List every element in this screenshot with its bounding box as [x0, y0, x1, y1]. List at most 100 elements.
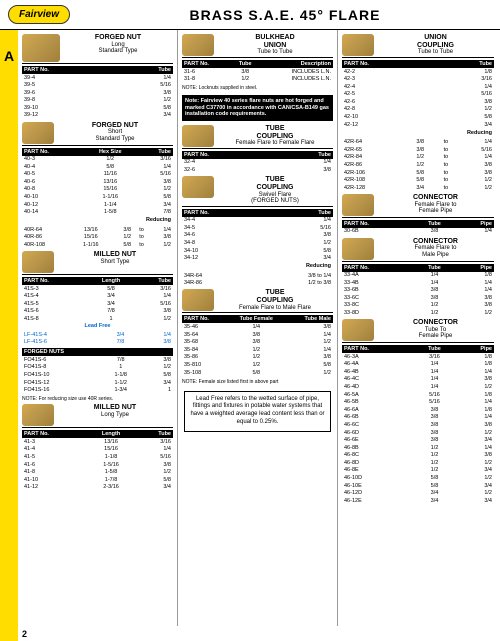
table-row: 46-6D3/81/2 — [342, 429, 494, 437]
table-42r: 42R-643/8to1/442R-653/8to5/1642R-841/2to… — [342, 139, 494, 192]
product-image — [22, 34, 60, 62]
table-row: 46-6C3/83/8 — [342, 421, 494, 429]
table-row: 42-81/2 — [342, 106, 494, 114]
product-image — [342, 194, 374, 216]
section-sub: COUPLING — [217, 297, 333, 305]
table-42: PART No.Tube 42-21/842-33/1642-41/442-55… — [342, 60, 494, 129]
section-42-head: UNION COUPLING Tube to Tube — [342, 34, 494, 58]
table-row: 40-101-1/165/8 — [22, 194, 173, 202]
section-33-head: CONNECTOR Female Flare to Male Pipe — [342, 238, 494, 262]
table-row: 34-55/16 — [182, 224, 333, 232]
table-row: 42R-1085/8to1/2 — [342, 177, 494, 185]
note-hotforged: Note: Fairview 40 series flare nuts are … — [182, 95, 333, 121]
table-row: 34-81/2 — [182, 240, 333, 248]
column-2: BULKHEAD UNION Tube to Tube PART No.Tube… — [178, 30, 338, 626]
index-sidebar: A — [0, 30, 18, 641]
table-40r: 40R-6413/163/8to1/440R-8615/161/2to3/840… — [22, 226, 173, 249]
section-title: CONNECTOR — [377, 319, 494, 327]
product-image — [182, 176, 214, 198]
table-41s: PART No.LengthTube 41S-35/83/1641S-43/41… — [22, 277, 173, 323]
table-row: 46-12D3/41/2 — [342, 490, 494, 498]
product-image — [182, 289, 214, 311]
table-row: 42-105/8 — [342, 114, 494, 122]
table-row: 35-683/81/2 — [182, 339, 333, 347]
section-title: FORGED NUT — [57, 122, 173, 130]
section-sub: Short — [57, 129, 173, 136]
table-row: 42R-643/8to1/4 — [342, 139, 494, 147]
section-sub: Standard Type — [63, 48, 173, 55]
table-row: 40-815/161/2 — [22, 186, 173, 194]
note-female-first: NOTE: Female size listed first in above … — [182, 379, 333, 385]
table-row: 46-6E3/83/4 — [342, 437, 494, 445]
section-30-head: CONNECTOR Female Flare to Female Pipe — [342, 194, 494, 218]
table-row: 42R-1283/4to1/2 — [342, 184, 494, 192]
table-row: 42R-861/2to3/8 — [342, 162, 494, 170]
table-row: 42-63/8 — [342, 98, 494, 106]
table-row: 46-4D1/41/2 — [342, 383, 494, 391]
table-row: 46-8C1/23/8 — [342, 452, 494, 460]
table-row: 42-41/4 — [342, 83, 494, 91]
table-row: FO41S-67/83/8 — [22, 356, 173, 364]
section-32-head: TUBE COUPLING Female Flare to Female Fla… — [182, 125, 333, 149]
table-row: 42R-1065/8to3/8 — [342, 169, 494, 177]
table-row: 46-4A1/41/8 — [342, 361, 494, 369]
section-sub: UNION — [217, 42, 333, 50]
table-30: PART No.TubePipe 30-6B3/81/4 — [342, 220, 494, 236]
table-row: 41-61-5/163/8 — [22, 461, 173, 469]
table-row: 41-101-7/85/8 — [22, 476, 173, 484]
table-row: 42-21/8 — [342, 68, 494, 76]
section-title: MILLED NUT — [57, 404, 173, 412]
content-area: FORGED NUT Long Standard Type PART No.Tu… — [18, 30, 500, 626]
table-row: 30-6B3/81/4 — [342, 228, 494, 236]
product-image — [22, 122, 54, 144]
section-46-head: CONNECTOR Tube To Female Pipe — [342, 319, 494, 343]
table-33: PART No.TubePipe 33-4A1/41/833-4B1/41/43… — [342, 264, 494, 318]
table-row: 39-81/2 — [22, 97, 173, 105]
table-46: PART No.TubePipe 46-3A3/161/846-4A1/41/8… — [342, 345, 494, 505]
product-image — [342, 319, 374, 341]
table-row: 46-8E1/23/4 — [342, 467, 494, 475]
table-row: 42R-841/2to1/4 — [342, 154, 494, 162]
table-row: 41S-35/83/16 — [22, 285, 173, 293]
section-sub: Female Flare to Female Flare — [217, 140, 333, 147]
table-row: 40R-8615/161/2to3/8 — [22, 234, 173, 242]
table-row: 46-10D5/81/2 — [342, 475, 494, 483]
table-row: 46-3A3/161/8 — [342, 353, 494, 361]
table-row: 41-122-3/163/4 — [22, 484, 173, 492]
table-row: 33-4A1/41/8 — [342, 272, 494, 280]
table-row: 33-6C3/83/8 — [342, 294, 494, 302]
table-row: 42R-653/8to5/16 — [342, 146, 494, 154]
section-sub: COUPLING — [377, 42, 494, 50]
table-row: 42-33/16 — [342, 76, 494, 84]
section-sub: (FORGED NUTS) — [217, 198, 333, 205]
table-row: 32-63/8 — [182, 167, 333, 175]
section-title: UNION — [377, 34, 494, 42]
product-image — [342, 34, 374, 56]
table-34: PART No.Tube 34-41/434-55/1634-63/834-81… — [182, 209, 333, 263]
table-row: 35-643/81/4 — [182, 331, 333, 339]
table-row: 34-63/8 — [182, 232, 333, 240]
section-sub: Female Flare to Male Flare — [217, 305, 333, 312]
note-locknuts: NOTE: Locknuts supplied in steel. — [182, 85, 333, 91]
table-row: 46-5A5/161/8 — [342, 391, 494, 399]
section-sub: Tube to Tube — [377, 49, 494, 56]
table-row: 34-105/8 — [182, 247, 333, 255]
table-row: FO41S-121-1/23/4 — [22, 379, 173, 387]
product-image — [342, 238, 374, 260]
table-row: 33-8C1/23/8 — [342, 302, 494, 310]
table-row: 32-41/4 — [182, 159, 333, 167]
table-row: 33-6B3/81/4 — [342, 287, 494, 295]
table-31: PART No.TubeDescription 31-63/8INCLUDES … — [182, 60, 333, 83]
table-row: 40R-6413/163/8to1/4 — [22, 226, 173, 234]
section-31-head: BULKHEAD UNION Tube to Tube — [182, 34, 333, 58]
product-image — [182, 34, 214, 56]
table-row: 41-313/163/16 — [22, 438, 173, 446]
product-image — [22, 251, 54, 273]
table-row: 40-45/81/4 — [22, 163, 173, 171]
section-sub: Female Flare to — [377, 202, 494, 209]
table-row: 40-511/165/16 — [22, 171, 173, 179]
column-3: UNION COUPLING Tube to Tube PART No.Tube… — [338, 30, 498, 626]
section-sub: Long Type — [57, 412, 173, 419]
page-header: Fairview BRASS S.A.E. 45° FLARE — [0, 0, 500, 30]
table-row: 46-6A3/81/8 — [342, 406, 494, 414]
